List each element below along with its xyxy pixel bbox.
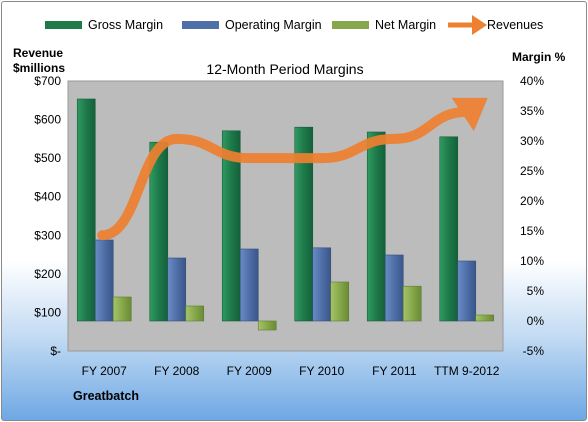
left-axis-ticks: $- $100 $200 $300 $400 $500 $600 $700 bbox=[34, 74, 61, 358]
net-margin-bar bbox=[185, 305, 205, 322]
category-label: TTM 9-2012 bbox=[434, 364, 500, 378]
right-axis-ticks: -5% 0% 5% 10% 15% 20% 25% 30% 35% 40% bbox=[520, 74, 544, 358]
bar-marks bbox=[76, 98, 495, 331]
legend-swatch-net bbox=[332, 21, 369, 29]
category-label: FY 2011 bbox=[372, 364, 417, 378]
category-label: FY 2010 bbox=[299, 364, 344, 378]
category-label: FY 2007 bbox=[82, 364, 127, 378]
revenues-line-path bbox=[97, 97, 488, 241]
right-tick-label: 40% bbox=[520, 74, 544, 88]
legend-label-gross: Gross Margin bbox=[88, 18, 163, 32]
category-label: FY 2009 bbox=[227, 364, 272, 378]
net-margin-bar bbox=[402, 285, 422, 322]
left-tick-label: $200 bbox=[34, 267, 61, 281]
operating-margin-bar bbox=[167, 257, 187, 322]
left-axis-title-line2: $millions bbox=[13, 61, 65, 75]
left-tick-label: $500 bbox=[34, 151, 61, 165]
left-tick-label: $700 bbox=[34, 74, 61, 88]
gross-margin-bar bbox=[76, 98, 96, 322]
right-tick-label: 0% bbox=[527, 314, 545, 328]
right-tick-label: 20% bbox=[520, 194, 544, 208]
operating-margin-bar bbox=[384, 254, 404, 322]
left-tick-label: $400 bbox=[34, 190, 61, 204]
legend: Gross Margin Operating Margin Net Margin… bbox=[45, 15, 543, 35]
company-label: Greatbatch bbox=[73, 389, 139, 403]
right-tick-label: 15% bbox=[520, 224, 544, 238]
left-tick-label: $100 bbox=[34, 305, 61, 319]
operating-margin-bar bbox=[457, 260, 477, 322]
right-tick-label: 10% bbox=[520, 254, 544, 268]
operating-margin-bar bbox=[94, 239, 114, 322]
left-tick-label: $600 bbox=[34, 113, 61, 127]
gross-margin-bar bbox=[439, 136, 459, 322]
net-margin-bar bbox=[257, 320, 277, 331]
net-margin-bar bbox=[330, 281, 350, 322]
chart-title: 12-Month Period Margins bbox=[206, 61, 363, 77]
operating-margin-bar bbox=[239, 248, 259, 322]
right-tick-label: 5% bbox=[527, 284, 545, 298]
left-tick-label: $- bbox=[50, 344, 61, 358]
right-tick-label: -5% bbox=[523, 344, 545, 358]
left-tick-label: $300 bbox=[34, 228, 61, 242]
operating-margin-bar bbox=[312, 247, 332, 322]
right-tick-label: 25% bbox=[520, 164, 544, 178]
net-margin-bar bbox=[475, 314, 495, 322]
gross-margin-bar bbox=[149, 141, 169, 322]
category-labels: FY 2007 FY 2008 FY 2009 FY 2010 FY 2011 TTM 9… bbox=[82, 364, 500, 378]
legend-swatch-operating bbox=[182, 21, 219, 29]
right-tick-label: 35% bbox=[520, 104, 544, 118]
right-axis-title: Margin % bbox=[512, 50, 566, 64]
gross-margin-bar bbox=[221, 130, 241, 322]
legend-label-revenues: Revenues bbox=[487, 18, 543, 32]
gross-margin-bar bbox=[366, 131, 386, 322]
legend-label-operating: Operating Margin bbox=[225, 18, 322, 32]
legend-swatch-gross bbox=[45, 21, 82, 29]
category-label: FY 2008 bbox=[154, 364, 199, 378]
gross-margin-bar bbox=[294, 126, 314, 322]
left-axis-title-line1: Revenue bbox=[13, 46, 63, 60]
revenue-line bbox=[97, 97, 488, 241]
right-tick-label: 30% bbox=[520, 134, 544, 148]
legend-label-net: Net Margin bbox=[375, 18, 436, 32]
net-margin-bar bbox=[112, 296, 132, 322]
